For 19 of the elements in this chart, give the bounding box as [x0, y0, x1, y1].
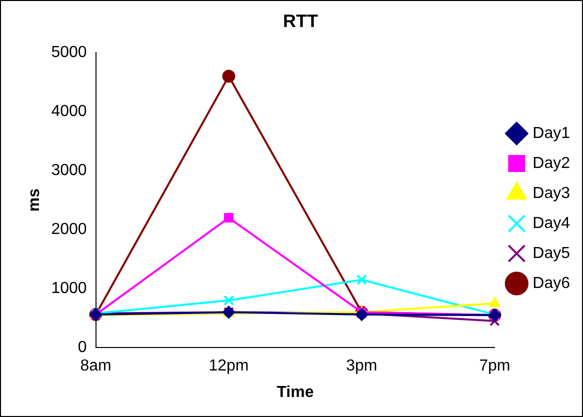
x-tick-label: 12pm — [208, 358, 249, 375]
y-tick-label: 3000 — [51, 162, 87, 180]
y-axis-title: ms — [26, 188, 44, 212]
legend-label: Day1 — [532, 124, 570, 142]
legend-label: Day2 — [532, 154, 570, 172]
x-axis-title: Time — [276, 384, 314, 401]
legend-label: Day5 — [532, 244, 570, 262]
x-tick-label: 3pm — [346, 358, 378, 375]
legend-label: Day3 — [532, 184, 570, 202]
x-tick-label: 7pm — [479, 358, 510, 375]
y-tick-label: 0 — [78, 339, 87, 356]
y-tick-label: 2000 — [51, 221, 87, 238]
x-tick-label: 8am — [80, 358, 112, 375]
y-tick-label: 4000 — [51, 103, 87, 120]
y-tick-label: 1000 — [51, 280, 87, 298]
chart-title: RTT — [283, 10, 318, 31]
legend-label: Day4 — [532, 214, 570, 232]
y-tick-label: 5000 — [51, 44, 87, 62]
legend-label: Day6 — [532, 274, 570, 292]
